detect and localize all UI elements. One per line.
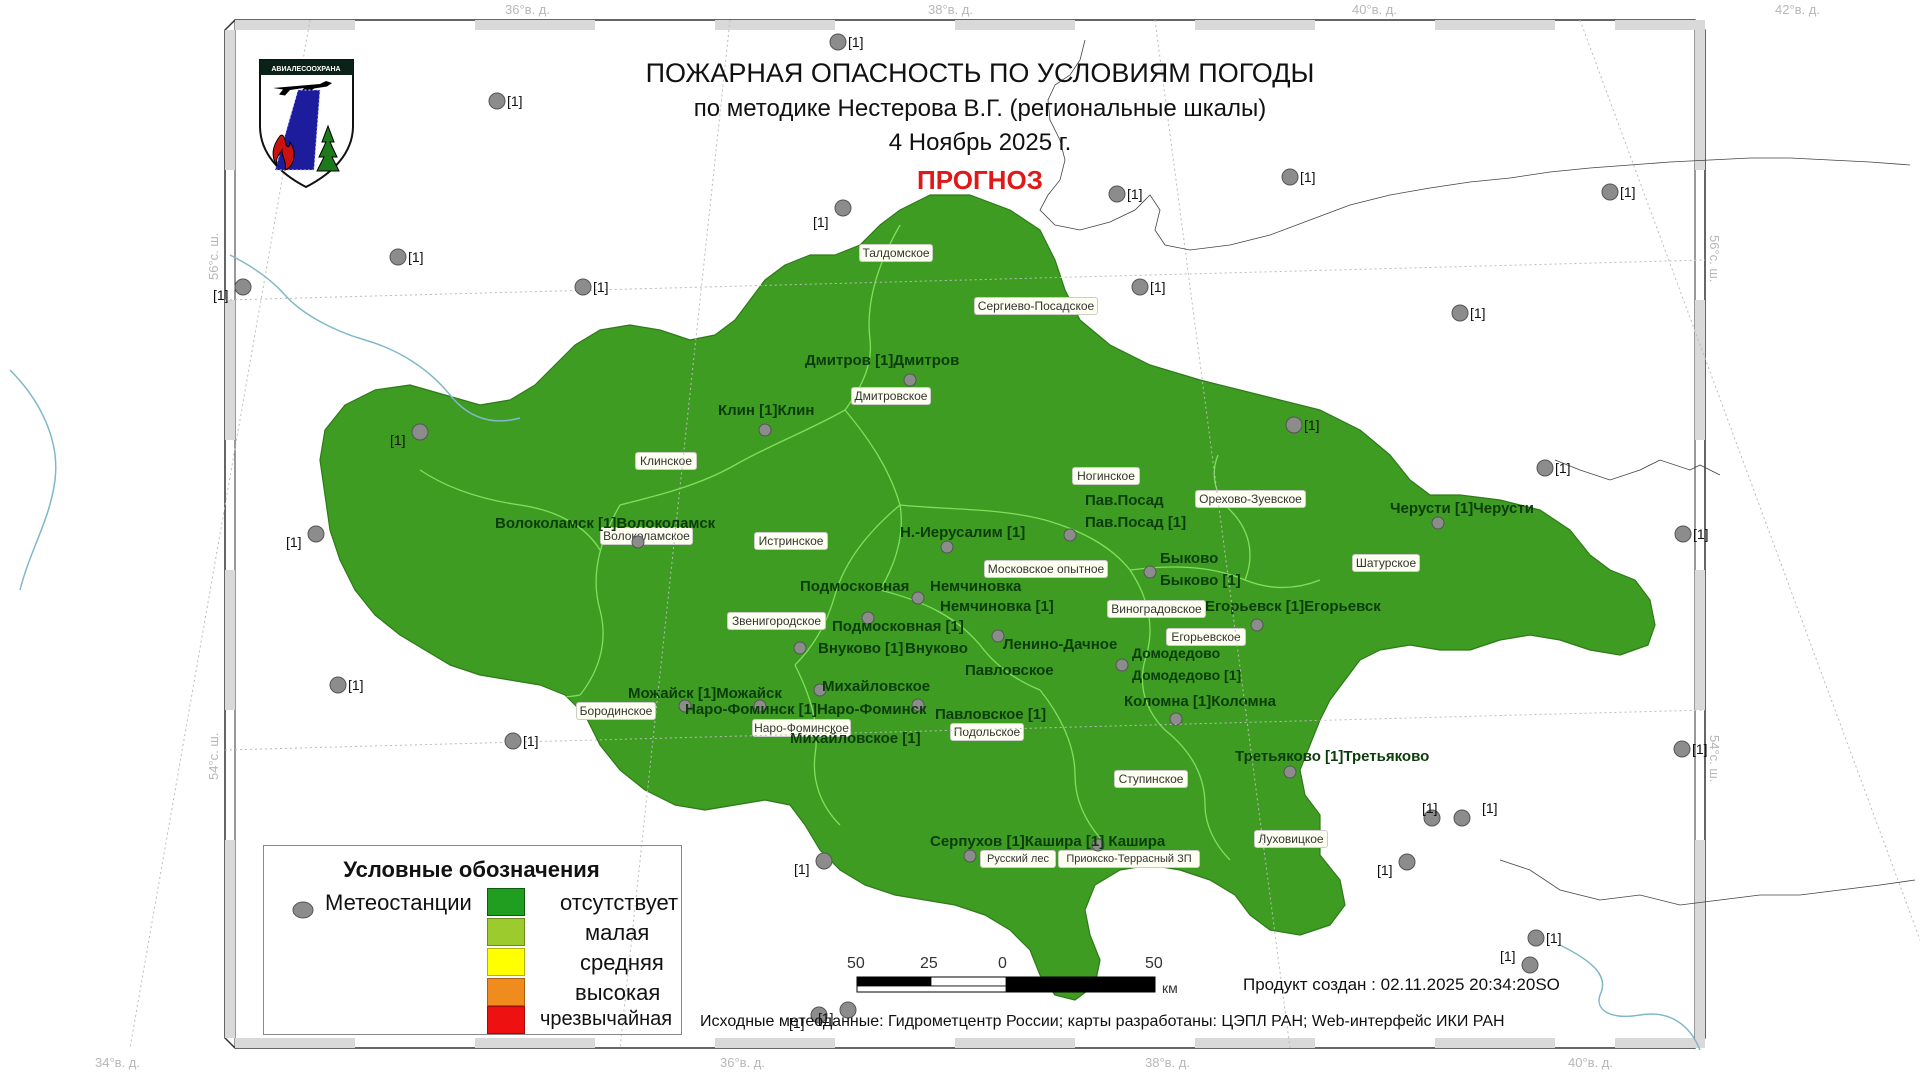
svg-text:АВИАЛЕСООХРАНА: АВИАЛЕСООХРАНА <box>271 66 340 73</box>
